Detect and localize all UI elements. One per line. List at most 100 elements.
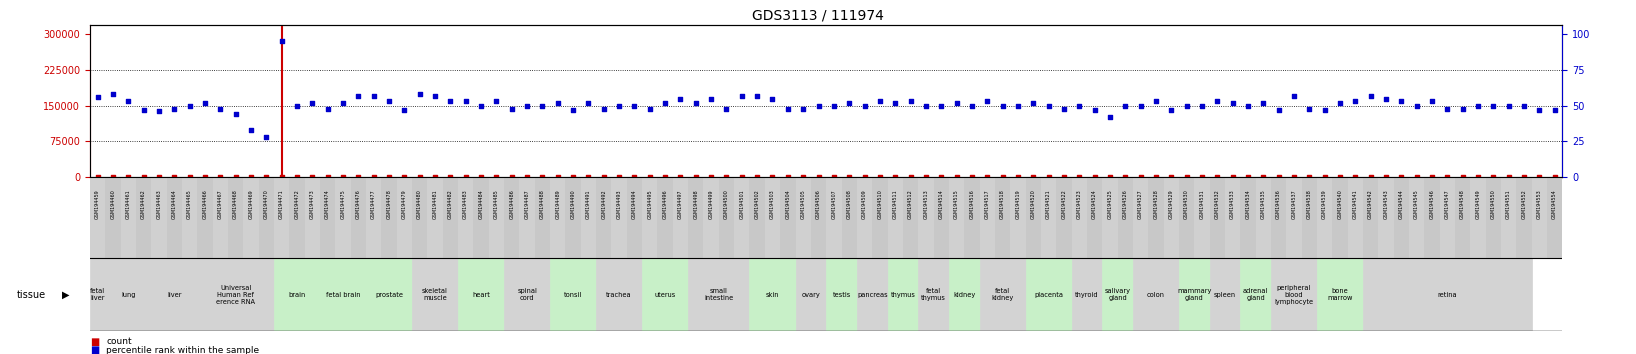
Point <box>1266 174 1292 180</box>
Text: GSM194465: GSM194465 <box>187 190 191 219</box>
Bar <box>489 177 504 258</box>
Bar <box>641 177 658 258</box>
Text: ■: ■ <box>90 346 100 354</box>
Text: GSM194482: GSM194482 <box>448 190 453 219</box>
Point <box>990 174 1016 180</box>
Text: spleen: spleen <box>1214 292 1237 298</box>
Point <box>376 98 402 104</box>
Point <box>285 174 311 180</box>
Bar <box>703 177 718 258</box>
Point <box>653 100 679 105</box>
Point <box>973 174 1000 180</box>
Point <box>345 174 371 180</box>
Bar <box>826 258 857 331</box>
Point <box>1449 105 1476 111</box>
Bar <box>366 177 381 258</box>
Text: GSM194505: GSM194505 <box>800 190 805 219</box>
Point <box>222 112 249 117</box>
Bar <box>995 177 1009 258</box>
Text: GSM194528: GSM194528 <box>1153 190 1158 219</box>
Text: GSM194459: GSM194459 <box>95 190 100 219</box>
Text: placenta: placenta <box>1034 292 1063 298</box>
Point <box>1081 107 1108 113</box>
Bar <box>227 177 244 258</box>
Point <box>1495 103 1521 108</box>
Point <box>131 107 157 113</box>
Point <box>1481 174 1507 180</box>
Bar <box>504 258 550 331</box>
Bar <box>1026 258 1072 331</box>
Point <box>821 174 847 180</box>
Bar <box>658 177 672 258</box>
Point <box>1404 174 1430 180</box>
Point <box>1512 174 1538 180</box>
Point <box>1481 103 1507 108</box>
Point <box>591 174 617 180</box>
Text: testis: testis <box>833 292 851 298</box>
Text: skeletal
muscle: skeletal muscle <box>422 288 448 301</box>
Point <box>237 174 263 180</box>
Text: GSM194554: GSM194554 <box>1553 190 1557 219</box>
Text: GSM194534: GSM194534 <box>1245 190 1250 219</box>
Text: GSM194497: GSM194497 <box>677 190 682 219</box>
Bar <box>857 258 887 331</box>
Text: GSM194514: GSM194514 <box>939 190 944 219</box>
Bar <box>1256 177 1271 258</box>
Point <box>1173 103 1199 108</box>
Bar <box>612 177 627 258</box>
Point <box>1127 103 1153 108</box>
Point <box>1358 93 1384 98</box>
Point <box>805 103 831 108</box>
Bar <box>689 177 703 258</box>
Text: ▶: ▶ <box>62 290 69 300</box>
Point <box>268 174 294 180</box>
Point <box>1495 174 1521 180</box>
Point <box>882 174 908 180</box>
Point <box>1112 103 1139 108</box>
Bar <box>841 177 857 258</box>
Text: GSM194475: GSM194475 <box>340 190 345 219</box>
Bar <box>1057 177 1072 258</box>
Point <box>1219 174 1245 180</box>
Bar <box>641 258 689 331</box>
Text: GSM194504: GSM194504 <box>785 190 790 219</box>
Text: GSM194489: GSM194489 <box>555 190 560 219</box>
Bar <box>1378 177 1394 258</box>
Text: GSM194462: GSM194462 <box>141 190 146 219</box>
Text: GSM194502: GSM194502 <box>754 190 759 219</box>
Bar <box>151 177 167 258</box>
Bar <box>1548 177 1562 258</box>
Text: skin: skin <box>766 292 779 298</box>
Bar <box>273 258 321 331</box>
Point <box>867 174 893 180</box>
Point <box>1342 174 1368 180</box>
Point <box>1526 174 1553 180</box>
Bar <box>718 177 735 258</box>
Text: GSM194543: GSM194543 <box>1384 190 1389 219</box>
Point <box>744 174 771 180</box>
Bar <box>1163 177 1180 258</box>
Text: heart: heart <box>473 292 491 298</box>
Text: GSM194460: GSM194460 <box>111 190 116 219</box>
Bar <box>1485 177 1502 258</box>
Bar <box>1271 258 1317 331</box>
Bar <box>1103 258 1132 331</box>
Bar <box>396 177 412 258</box>
Text: GSM194474: GSM194474 <box>326 190 330 219</box>
Text: GSM194546: GSM194546 <box>1430 190 1435 219</box>
Point <box>1036 103 1062 108</box>
Text: count: count <box>106 337 133 346</box>
Bar <box>381 177 396 258</box>
Text: GSM194553: GSM194553 <box>1536 190 1541 219</box>
Bar <box>1286 177 1302 258</box>
Text: GSM194533: GSM194533 <box>1230 190 1235 219</box>
Point <box>636 174 663 180</box>
Point <box>545 174 571 180</box>
Point <box>530 174 556 180</box>
Point <box>191 174 218 180</box>
Bar <box>198 177 213 258</box>
Text: GSM194513: GSM194513 <box>923 190 928 219</box>
Bar <box>1011 177 1026 258</box>
Point <box>1081 174 1108 180</box>
Point <box>1512 103 1538 108</box>
